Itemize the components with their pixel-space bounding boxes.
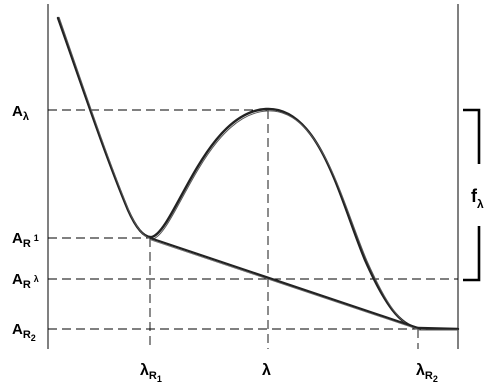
a-r2-label: AR2 bbox=[12, 321, 36, 343]
lambda-r1-label: λR1 bbox=[140, 362, 162, 384]
lambda-r2-label: λR2 bbox=[416, 362, 438, 384]
a-lambda-label: Aλ bbox=[12, 103, 29, 123]
absorbance-curve bbox=[56, 16, 460, 331]
absorbance-curve-trace bbox=[58, 16, 458, 331]
f-lambda-label: fλ bbox=[471, 186, 484, 211]
f-lambda-bracket bbox=[463, 108, 481, 282]
lambda-label: λ bbox=[262, 362, 271, 379]
baseline bbox=[149, 236, 419, 330]
a-r1-label: AR 1 bbox=[12, 230, 39, 250]
a-rlambda-label: AR λ bbox=[12, 271, 39, 291]
baseline-trace bbox=[150, 239, 421, 331]
